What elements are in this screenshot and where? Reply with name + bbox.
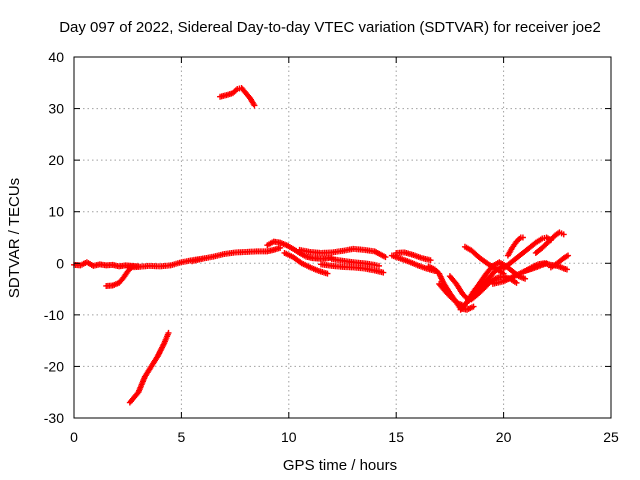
series-seg-13 [393, 249, 434, 264]
series-seg-21 [500, 234, 554, 272]
x-tick-label: 0 [70, 429, 78, 445]
series-seg-11 [328, 256, 383, 269]
data-point [324, 270, 331, 277]
data-point [470, 303, 477, 310]
chart-title: Day 097 of 2022, Sidereal Day-to-day VTE… [59, 19, 601, 36]
data-point [565, 252, 572, 259]
data-point [251, 102, 258, 109]
y-tick-label: -30 [44, 410, 64, 426]
series-seg-18 [468, 273, 520, 303]
series-seg-03 [124, 255, 206, 271]
x-tick-label: 10 [281, 429, 297, 445]
x-tick-label: 25 [603, 429, 619, 445]
series-seg-22 [504, 234, 526, 259]
y-tick-label: 0 [56, 255, 64, 271]
data-point [427, 257, 434, 264]
plot-frame [73, 56, 612, 419]
series-seg-06 [217, 84, 258, 109]
series-seg-14 [425, 263, 477, 313]
x-tick-label: 5 [178, 429, 186, 445]
data-point [376, 262, 383, 269]
series-seg-08 [281, 249, 331, 277]
series-seg-05 [189, 244, 284, 265]
x-axis-label: GPS time / hours [283, 457, 397, 474]
series-seg-19 [461, 243, 507, 277]
series-seg-15 [436, 280, 468, 310]
data-point [380, 269, 387, 276]
data-point [513, 279, 520, 286]
series-seg-04 [126, 329, 172, 406]
x-tick-label: 15 [388, 429, 404, 445]
series-seg-09 [296, 245, 389, 261]
data-point [563, 266, 570, 273]
y-tick-label: -20 [44, 358, 64, 374]
y-tick-label: 30 [48, 101, 64, 117]
x-tick-label: 20 [496, 429, 512, 445]
grid [74, 57, 611, 418]
data-point [165, 329, 172, 336]
y-axis-label: SDTVAR / TECUs [6, 178, 23, 298]
y-tick-label: 20 [48, 152, 64, 168]
data-point [560, 231, 567, 238]
data-points [71, 84, 572, 406]
data-point [519, 234, 526, 241]
axes: 0 5 10 15 20 25 -30 -20 -10 0 10 20 30 40 [44, 49, 619, 445]
series-seg-24 [532, 229, 567, 256]
y-tick-label: 40 [48, 49, 64, 65]
y-tick-label: 10 [48, 204, 64, 220]
data-point [382, 254, 389, 261]
data-point [500, 270, 507, 277]
data-point [522, 275, 529, 282]
series-seg-10 [318, 261, 387, 276]
series-seg-25 [547, 252, 572, 271]
data-point [277, 244, 284, 251]
y-tick-label: -10 [44, 307, 64, 323]
